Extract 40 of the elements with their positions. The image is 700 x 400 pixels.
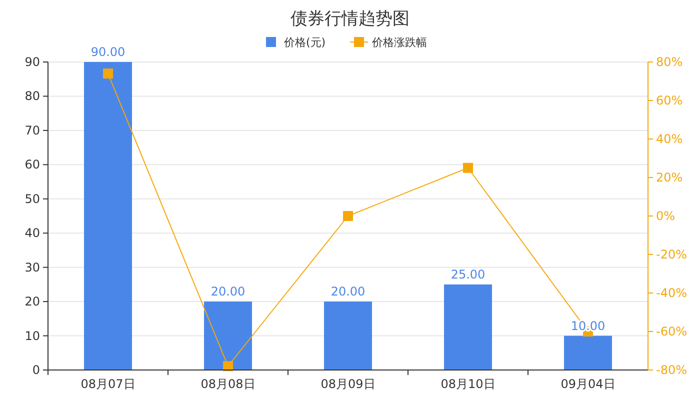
y2-tick-label: 20% (656, 170, 683, 184)
data-label: 90.00 (90, 45, 126, 59)
y-tick-label: 10 (24, 328, 40, 343)
chart-title: 债券行情趋势图 (290, 9, 410, 29)
point (223, 361, 233, 372)
x-tick-label: 08月10日 (440, 377, 496, 391)
y-tick-label: 90 (24, 55, 40, 69)
legend-label: 价格(元) (283, 36, 326, 49)
y-tick-label: 30 (24, 260, 40, 274)
y2-tick-label: 60% (656, 94, 683, 108)
y-tick-label: 60 (24, 158, 40, 172)
x-tick-label: 08月07日 (80, 377, 136, 391)
data-label: 25.00 (450, 267, 486, 282)
bar (204, 302, 252, 370)
point (343, 211, 353, 221)
legend-label: 价格涨跌幅 (371, 36, 427, 49)
y2-tick-label: 0% (656, 209, 676, 223)
bar (564, 336, 612, 370)
x-tick-label: 08月09日 (320, 377, 376, 391)
x-tick-label: 08月08日 (200, 377, 256, 391)
y-tick-label: 70 (24, 123, 40, 138)
y-tick-label: 20 (24, 294, 40, 309)
bar (84, 62, 132, 370)
y-tick-label: 50 (24, 192, 40, 206)
data-label: 20.00 (330, 284, 366, 299)
y2-tick-label: -40% (656, 286, 688, 300)
point (103, 68, 113, 79)
y-tick-label: 80 (24, 89, 40, 104)
bar (444, 284, 492, 370)
bar (324, 302, 372, 370)
y2-tick-label: 40% (656, 132, 683, 146)
y2-tick-label: 80% (656, 55, 683, 69)
data-label: 20.00 (210, 284, 246, 299)
point (463, 162, 473, 173)
y-tick-label: 0 (32, 363, 40, 377)
x-tick-label: 09月04日 (560, 377, 616, 391)
y2-tick-label: -60% (656, 324, 688, 338)
y-tick-label: 40 (24, 226, 40, 240)
y2-tick-label: -20% (656, 248, 688, 262)
y2-tick-label: -80% (656, 363, 688, 377)
